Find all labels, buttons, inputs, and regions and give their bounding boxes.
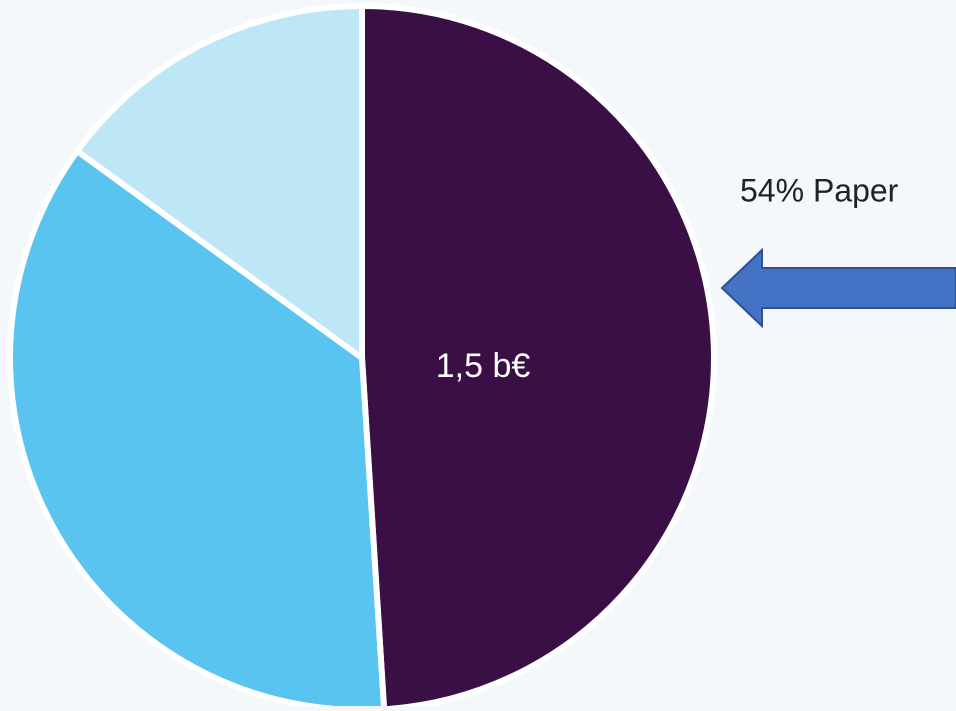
annotation: 54% Paper [740,172,899,208]
pie-slice [359,3,717,711]
slice-annotation: 1,5 b€ [436,347,531,385]
pie-slice [74,3,365,361]
arrow [720,247,956,329]
pie-slice [7,148,388,711]
pie [7,3,717,711]
